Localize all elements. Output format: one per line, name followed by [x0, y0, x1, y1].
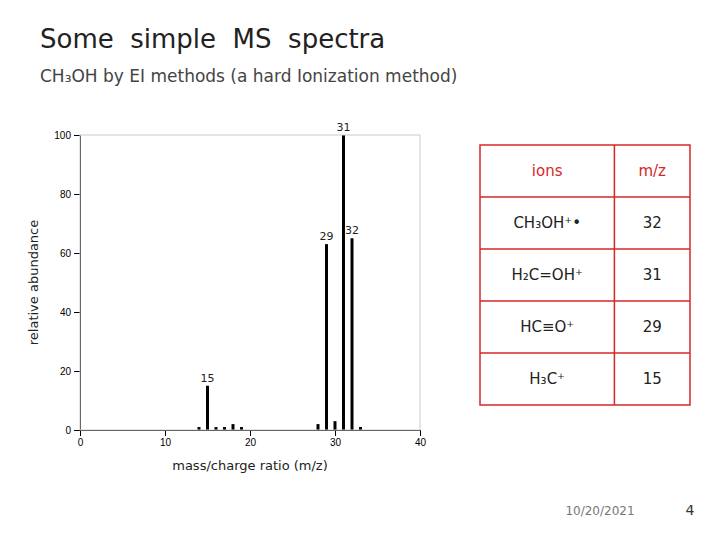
- peak-label: 15: [201, 372, 215, 385]
- tick: 20: [245, 430, 257, 448]
- tick-mark: [74, 194, 80, 195]
- tick-mark: [335, 430, 336, 436]
- x-axis-title: mass/charge ratio (m/z): [172, 458, 328, 473]
- table-header: m/z: [638, 162, 666, 180]
- tick-label: 0: [78, 437, 84, 448]
- tick-mark: [74, 253, 80, 254]
- x-axis: 0 10 20 30 40: [78, 430, 427, 448]
- table-cell: H₂C=OH⁺: [512, 266, 583, 284]
- tick-label: 20: [245, 437, 257, 448]
- tick: 40: [415, 430, 427, 448]
- axis-line: [81, 431, 421, 437]
- plot-frame: [80, 135, 420, 430]
- bars: [198, 135, 362, 430]
- tick-label: 80: [60, 189, 72, 200]
- table-cell: CH₃OH⁺•: [513, 214, 581, 232]
- tick-mark: [74, 430, 80, 431]
- tick: 40: [60, 307, 80, 318]
- tick: 100: [54, 130, 80, 141]
- y-axis-title: relative abundance: [26, 220, 41, 345]
- tick-label: 30: [330, 437, 342, 448]
- tick: 60: [60, 248, 80, 259]
- table-cell: H₃C⁺: [529, 370, 565, 388]
- title: Some simple MS spectra: [40, 24, 385, 54]
- tick: 0: [78, 430, 84, 448]
- table-rule: [480, 352, 690, 354]
- subtitle: CH₃OH by EI methods (a hard Ionization m…: [40, 66, 457, 86]
- table-rule: [480, 248, 690, 250]
- table-cell: 29: [643, 318, 662, 336]
- tick-label: 0: [65, 425, 71, 436]
- tick-mark: [250, 430, 251, 436]
- footer: 10/20/2021: [565, 504, 634, 518]
- tick: 80: [60, 189, 80, 200]
- tick: 30: [330, 430, 342, 448]
- table: ions m/z CH₃OH⁺• 32 H₂C=OH⁺ 31 HC≡O⁺ 29 H₃C⁺ 15: [480, 145, 690, 405]
- tick-mark: [165, 430, 166, 436]
- chart: Some simple MS spectra CH₃OH by EI method…: [0, 0, 720, 540]
- peak-label: 32: [345, 224, 359, 237]
- page-number: 4: [686, 502, 695, 518]
- table-header: ions: [532, 162, 563, 180]
- bar: [334, 421, 337, 430]
- table-divider: [614, 145, 616, 405]
- tick-label: 60: [60, 248, 72, 259]
- peak-label: 29: [320, 230, 334, 243]
- tick-label: 40: [60, 307, 72, 318]
- tick-mark: [74, 312, 80, 313]
- tick-mark: [74, 135, 80, 136]
- tick-mark: [74, 371, 80, 372]
- tick-label: 20: [60, 366, 72, 377]
- bar: [206, 386, 209, 430]
- bar: [351, 238, 354, 430]
- table-frame: [480, 145, 690, 405]
- tick: 20: [60, 366, 80, 377]
- tick-label: 100: [54, 130, 71, 141]
- table-rule: [480, 196, 690, 198]
- table-rule: [480, 300, 690, 302]
- table-cell: HC≡O⁺: [520, 318, 574, 336]
- tick: 0: [65, 425, 80, 436]
- peak-labels: 15 29 31 32: [201, 121, 360, 385]
- bar: [317, 424, 320, 430]
- tick-label: 10: [160, 437, 172, 448]
- tick: 10: [160, 430, 172, 448]
- table-cell: 15: [643, 370, 662, 388]
- tick-label: 40: [415, 437, 427, 448]
- y-axis: 0 20 40 60 80 100: [54, 130, 80, 436]
- peak-label: 31: [337, 121, 351, 134]
- bar: [342, 135, 345, 430]
- bar: [232, 424, 235, 430]
- bar: [325, 244, 328, 430]
- table-cell: 32: [643, 214, 662, 232]
- tick-mark: [420, 430, 421, 436]
- table-cell: 31: [643, 266, 662, 284]
